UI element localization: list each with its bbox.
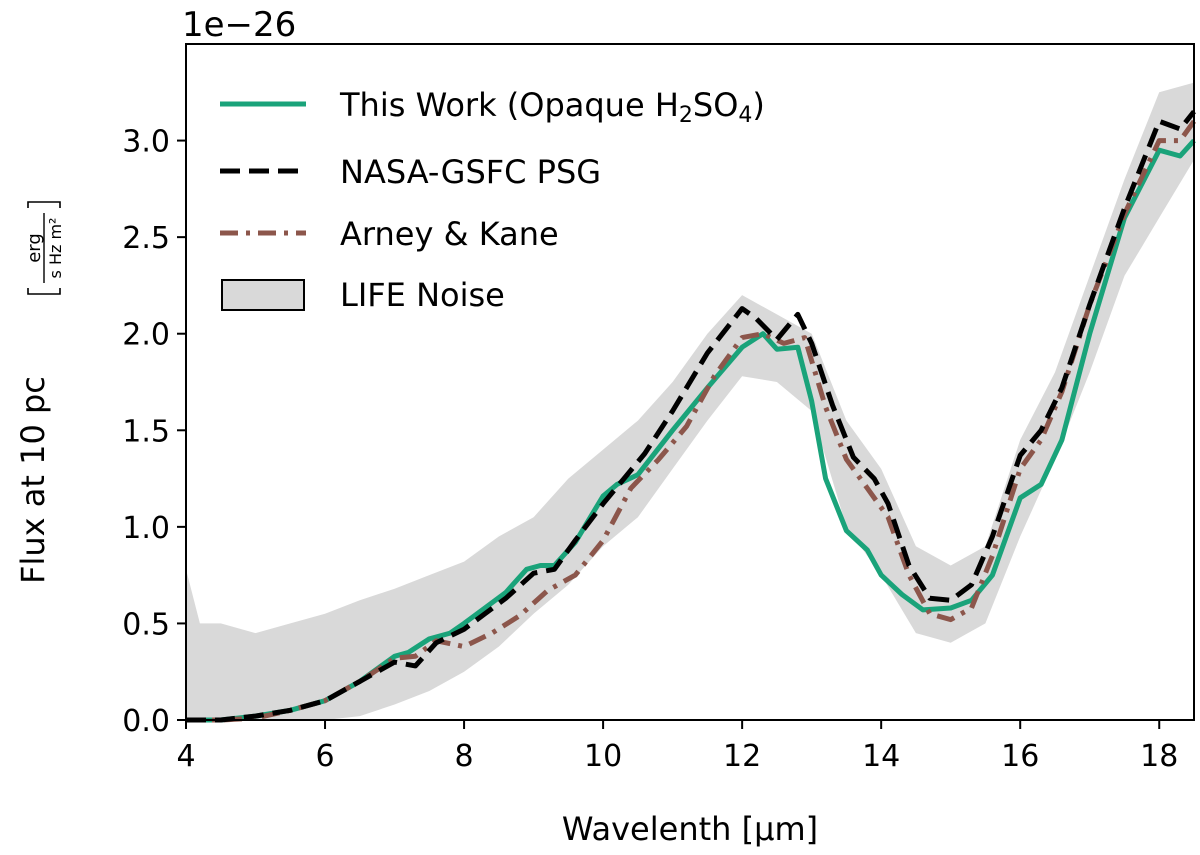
y-axis-label: Flux at 10 pc	[14, 376, 52, 584]
y-tick-label: 1.0	[122, 511, 170, 546]
x-tick-label: 10	[584, 739, 622, 774]
noise-band	[186, 82, 1194, 721]
y-offset-text: 1e−26	[182, 5, 296, 45]
series-layer	[186, 110, 1197, 723]
legend-label-psg: NASA-GSFC PSG	[340, 153, 601, 191]
series-line-arney	[186, 119, 1197, 723]
legend-label-arney: Arney & Kane	[340, 215, 559, 253]
x-axis-label: Wavelenth [μm]	[562, 810, 818, 848]
x-tick-label: 4	[176, 739, 195, 774]
y-tick-label: 2.0	[122, 318, 170, 353]
x-tick-label: 14	[862, 739, 900, 774]
y-tick-label: 0.0	[122, 704, 170, 739]
x-tick-label: 12	[723, 739, 761, 774]
noise-band-layer	[186, 82, 1194, 721]
y-tick-label: 1.5	[122, 414, 170, 449]
series-line-psg	[186, 110, 1196, 723]
y-unit-numerator: erg	[24, 233, 45, 263]
x-tick-label: 18	[1140, 739, 1178, 774]
legend-swatch-noise	[221, 279, 305, 311]
y-tick-label: 0.5	[122, 607, 170, 642]
x-tick-label: 8	[455, 739, 474, 774]
plot-frame	[185, 43, 1195, 721]
x-tick-label: 16	[1001, 739, 1039, 774]
legend-label-noise: LIFE Noise	[340, 276, 505, 314]
y-unit-denominator: s Hz m²	[46, 218, 65, 279]
x-tick-label: 6	[315, 739, 334, 774]
legend-label-this-work: This Work (Opaque H2SO4)	[339, 86, 765, 128]
y-tick-label: 2.5	[122, 221, 170, 256]
y-unit-bracket-left	[27, 288, 61, 295]
x-ticks: 4 6 8 10 12 14 16 18	[176, 720, 1178, 774]
y-unit-bracket-right	[27, 201, 61, 208]
y-tick-label: 3.0	[122, 125, 170, 160]
y-ticks: 0.0 0.5 1.0 1.5 2.0 2.5 3.0	[122, 125, 186, 739]
y-axis-label-group: Flux at 10 pc erg s Hz m²	[14, 201, 65, 584]
series-line-this-work	[186, 138, 1196, 723]
legend: This Work (Opaque H2SO4) NASA-GSFC PSG A…	[220, 86, 765, 314]
